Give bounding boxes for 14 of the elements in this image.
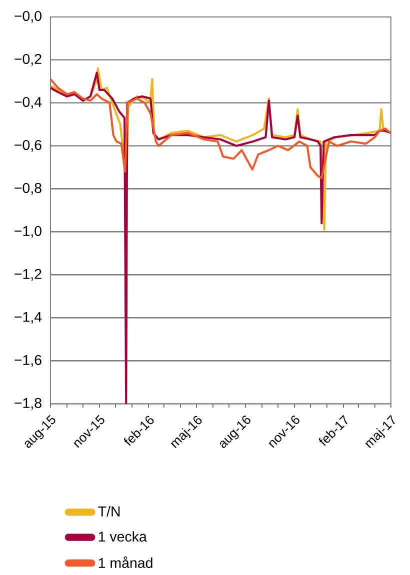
legend-label: 1 vecka bbox=[98, 531, 147, 542]
y-tick-label: −0,2 bbox=[14, 54, 42, 66]
y-tick-label: −1,4 bbox=[14, 312, 42, 324]
y-tick-label: −0,4 bbox=[14, 96, 42, 109]
y-tick-label: −1,6 bbox=[14, 354, 42, 367]
line-series bbox=[50, 78, 391, 180]
y-tick-label: −1,0 bbox=[14, 226, 42, 238]
y-tick-label: −1,8 bbox=[14, 398, 42, 410]
y-tick-label: −1,2 bbox=[14, 268, 42, 281]
y-tick-label: −0,0 bbox=[14, 10, 42, 23]
y-tick-label: −0,8 bbox=[14, 182, 42, 195]
legend-label: 1 månad bbox=[98, 556, 152, 568]
y-tick-label: −0,6 bbox=[14, 140, 42, 152]
legend-label: T/N bbox=[98, 506, 120, 516]
